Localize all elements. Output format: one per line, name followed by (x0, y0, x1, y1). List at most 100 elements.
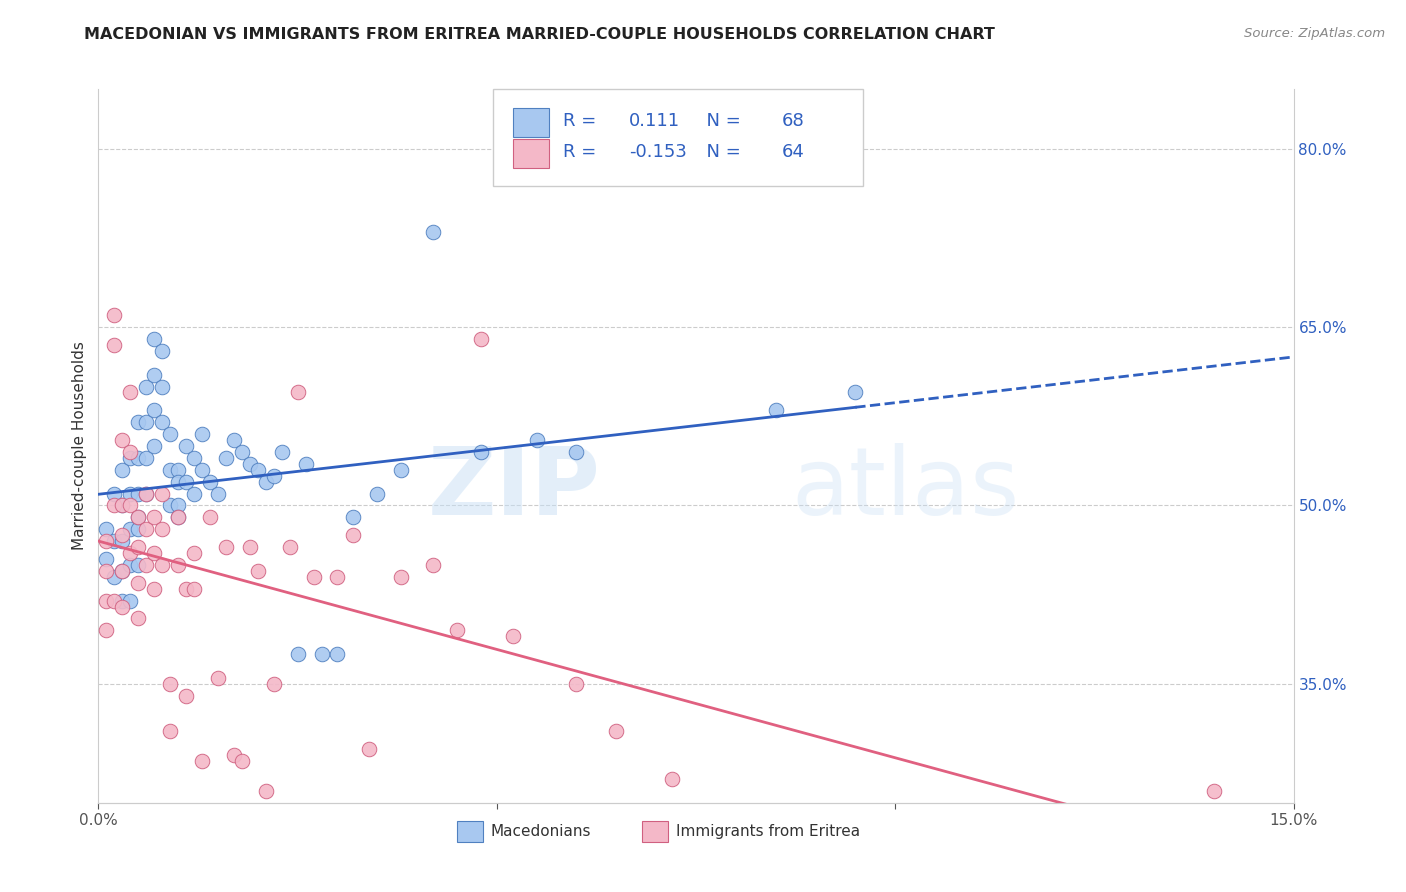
Point (150, 486, 173, 500)
Point (96, 522, 118, 536)
Bar (513, 139, 548, 168)
Text: Source: ZipAtlas.com: Source: ZipAtlas.com (1244, 27, 1385, 40)
Point (389, 570, 412, 584)
Point (96, 534, 118, 549)
Point (326, 570, 349, 584)
Point (446, 624, 468, 638)
Point (287, 385, 309, 400)
Point (191, 754, 214, 768)
Point (150, 343, 173, 358)
Point (143, 546, 166, 560)
Point (311, 647, 333, 661)
Point (765, 403, 787, 417)
Point (159, 463, 181, 477)
Point (342, 510, 364, 524)
Point (120, 486, 142, 500)
Point (183, 582, 205, 596)
Point (366, 486, 388, 500)
Point (254, 784, 277, 798)
Point (191, 463, 214, 477)
Point (239, 457, 262, 471)
Point (231, 754, 253, 768)
Point (150, 379, 173, 393)
Point (127, 522, 149, 536)
Point (143, 439, 166, 453)
Point (246, 463, 269, 477)
Point (111, 564, 134, 578)
Text: atlas: atlas (792, 442, 1019, 535)
Point (198, 475, 221, 489)
Point (183, 546, 205, 560)
Point (103, 570, 125, 584)
Point (661, 772, 683, 786)
Point (135, 415, 157, 429)
Point (765, 814, 787, 828)
Point (167, 558, 190, 572)
Point (422, 225, 444, 239)
Text: Macedonians: Macedonians (491, 824, 591, 838)
Point (111, 499, 134, 513)
Point (96, 624, 118, 638)
Point (127, 486, 149, 500)
Point (127, 575, 149, 590)
Point (111, 534, 134, 549)
Text: 64: 64 (782, 143, 804, 161)
Point (167, 463, 190, 477)
Point (167, 510, 190, 524)
Text: -0.153: -0.153 (628, 143, 688, 161)
Point (127, 558, 149, 572)
Text: R =: R = (564, 143, 602, 161)
Point (174, 475, 197, 489)
Point (263, 468, 285, 483)
Point (143, 510, 166, 524)
Point (159, 499, 181, 513)
Point (111, 599, 134, 614)
Point (844, 385, 866, 400)
Point (207, 486, 229, 500)
Point (127, 510, 149, 524)
Point (565, 677, 588, 691)
Point (502, 629, 524, 643)
Bar (513, 109, 548, 137)
Point (207, 671, 229, 685)
Text: ZIP: ZIP (427, 442, 600, 535)
Point (127, 611, 149, 625)
Point (135, 522, 157, 536)
Point (111, 499, 134, 513)
Point (143, 332, 166, 346)
Point (159, 427, 181, 442)
Point (120, 450, 142, 465)
Point (470, 332, 492, 346)
Point (96, 552, 118, 566)
Point (263, 677, 285, 691)
Point (111, 593, 134, 607)
Point (111, 564, 134, 578)
Point (215, 540, 238, 554)
Point (150, 558, 173, 572)
Point (120, 546, 142, 560)
Point (389, 463, 412, 477)
Point (135, 486, 157, 500)
Bar (457, 821, 484, 842)
Text: R =: R = (564, 112, 602, 130)
Point (270, 445, 292, 459)
Point (231, 445, 253, 459)
Point (191, 427, 214, 442)
Point (526, 433, 548, 447)
Point (1202, 784, 1225, 798)
Point (246, 564, 269, 578)
Text: MACEDONIAN VS IMMIGRANTS FROM ERITREA MARRIED-COUPLE HOUSEHOLDS CORRELATION CHAR: MACEDONIAN VS IMMIGRANTS FROM ERITREA MA… (84, 27, 995, 42)
FancyBboxPatch shape (494, 89, 863, 186)
Point (135, 450, 157, 465)
Point (422, 558, 444, 572)
Point (143, 368, 166, 382)
Point (111, 463, 134, 477)
Point (143, 582, 166, 596)
Point (96, 564, 118, 578)
Point (127, 450, 149, 465)
Point (294, 457, 316, 471)
Point (198, 510, 221, 524)
Text: 68: 68 (782, 112, 804, 130)
Point (135, 558, 157, 572)
Point (167, 475, 190, 489)
